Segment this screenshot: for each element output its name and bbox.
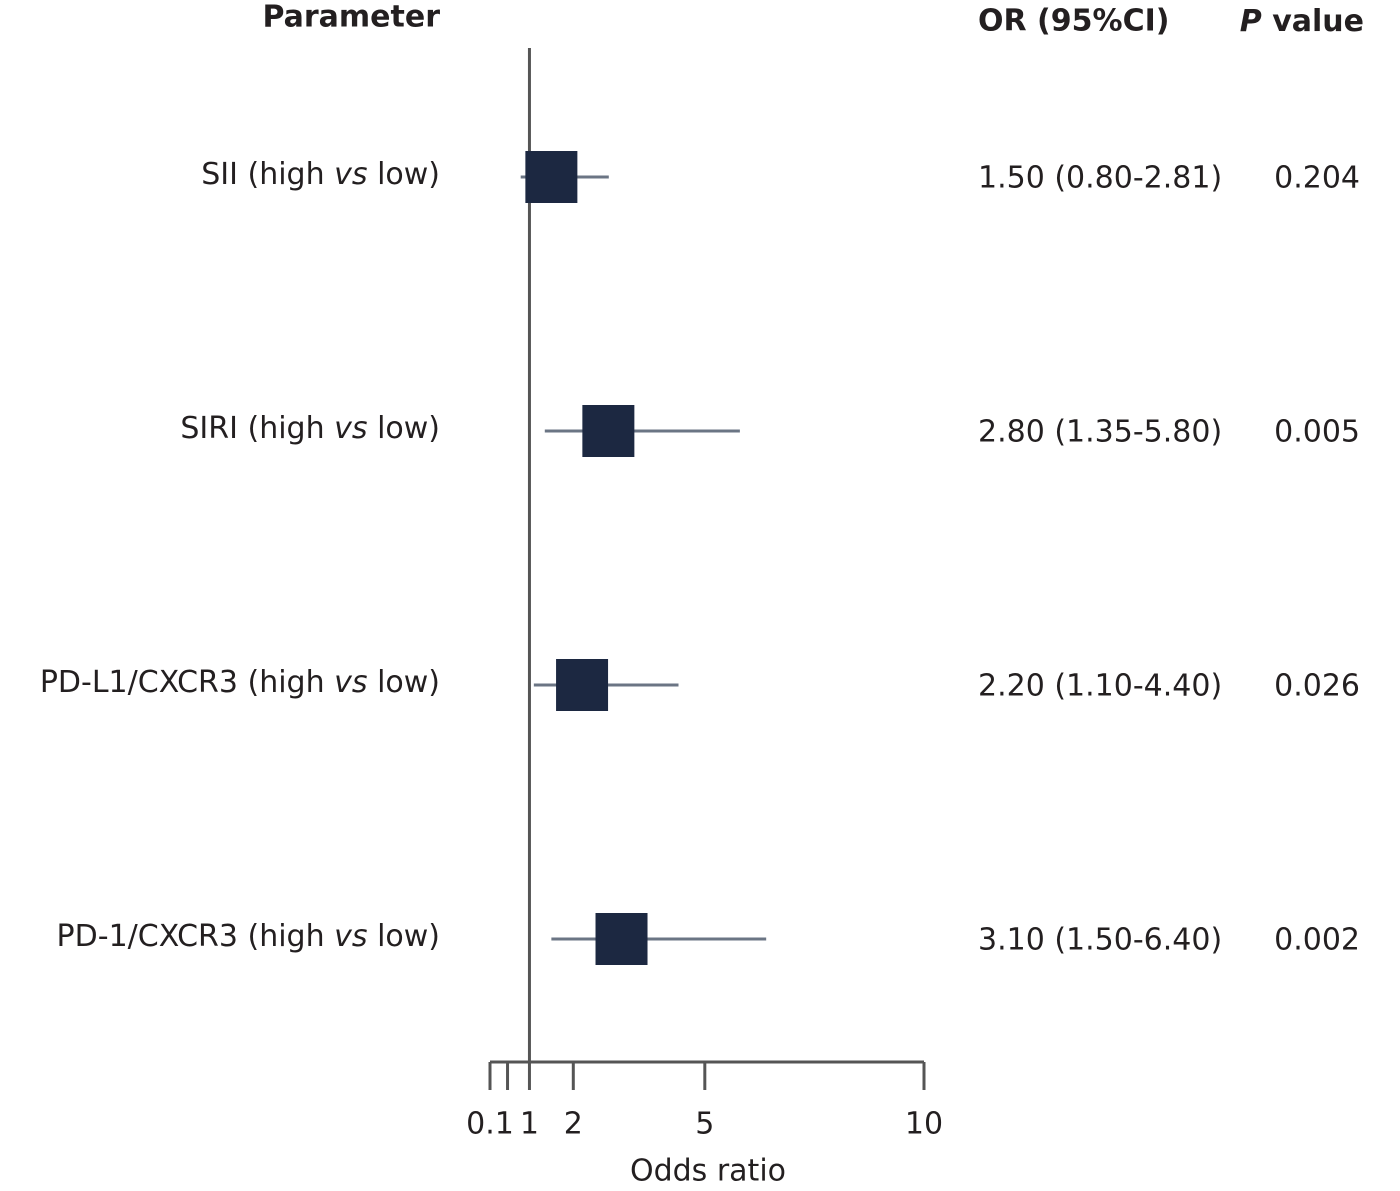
x-tick-label: 1 — [520, 1107, 539, 1142]
x-tick-label: 2 — [564, 1107, 583, 1142]
odds-ratio-square — [525, 151, 578, 203]
header-p: P value — [1240, 4, 1364, 39]
header-parameter: Parameter — [262, 0, 440, 35]
header-or: OR (95%CI) — [978, 4, 1169, 39]
p-value: 0.026 — [1274, 669, 1360, 704]
parameter-label: SII (high vs low) — [201, 157, 440, 192]
or-label: 2.20 (1.10-4.40) — [978, 669, 1222, 704]
parameter-label: PD-1/CXCR3 (high vs low) — [57, 919, 440, 954]
x-axis-label: Odds ratio — [630, 1154, 786, 1189]
parameter-label: SIRI (high vs low) — [180, 411, 440, 446]
or-label: 2.80 (1.35-5.80) — [978, 415, 1222, 450]
p-value: 0.002 — [1274, 923, 1360, 958]
p-value: 0.005 — [1274, 415, 1360, 450]
x-tick-label: 10 — [905, 1107, 943, 1142]
p-value: 0.204 — [1274, 161, 1360, 196]
or-label: 1.50 (0.80-2.81) — [978, 161, 1222, 196]
parameter-label: PD-L1/CXCR3 (high vs low) — [40, 665, 440, 700]
or-label: 3.10 (1.50-6.40) — [978, 923, 1222, 958]
odds-ratio-square — [595, 913, 648, 965]
odds-ratio-square — [556, 659, 609, 711]
odds-ratio-square — [582, 405, 635, 457]
x-tick-label: 0.1 — [466, 1107, 514, 1142]
x-tick-label: 5 — [695, 1107, 714, 1142]
